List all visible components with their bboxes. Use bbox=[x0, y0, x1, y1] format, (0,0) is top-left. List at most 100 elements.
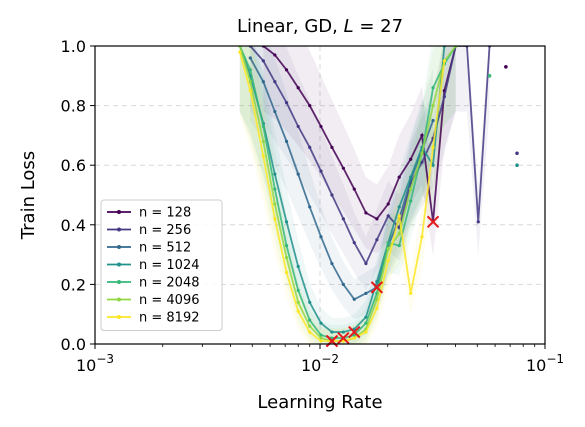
legend: n = 128 n = 256 n = 512 n = 1024 n = 2048 n =… bbox=[100, 199, 223, 331]
data-point bbox=[273, 109, 277, 114]
data-point bbox=[386, 241, 390, 245]
data-point bbox=[397, 175, 401, 179]
data-point bbox=[284, 220, 289, 224]
legend-entry: n = 512 bbox=[107, 241, 191, 256]
data-point bbox=[308, 324, 312, 328]
data-point bbox=[248, 56, 252, 60]
data-point bbox=[341, 217, 345, 221]
data-point bbox=[386, 214, 390, 218]
data-point bbox=[420, 160, 424, 164]
data-point bbox=[284, 244, 289, 248]
legend-entry: n = 4096 bbox=[107, 293, 199, 308]
series-band bbox=[239, 46, 445, 344]
data-point bbox=[504, 65, 508, 69]
y-tick-label: 0.2 bbox=[61, 275, 86, 294]
min-marker bbox=[426, 215, 440, 229]
legend-entry: n = 256 bbox=[107, 223, 191, 238]
data-point bbox=[420, 151, 424, 155]
data-point bbox=[319, 336, 323, 340]
data-point bbox=[431, 104, 435, 108]
data-point bbox=[261, 124, 265, 129]
data-point bbox=[296, 288, 300, 292]
min-marker-stroke bbox=[370, 281, 384, 294]
data-point bbox=[352, 187, 356, 191]
y-tick-label: 0.8 bbox=[61, 97, 86, 116]
data-point bbox=[296, 172, 300, 176]
data-point bbox=[308, 318, 312, 322]
data-point bbox=[296, 86, 300, 90]
data-point bbox=[261, 80, 265, 84]
data-point bbox=[386, 247, 390, 251]
data-point bbox=[397, 244, 401, 248]
data-point bbox=[515, 151, 519, 156]
data-point bbox=[273, 202, 277, 206]
data-point bbox=[238, 50, 242, 54]
min-marker-stroke bbox=[348, 325, 361, 339]
data-point bbox=[431, 86, 435, 90]
data-point bbox=[431, 145, 435, 149]
legend-swatch-marker bbox=[117, 262, 121, 267]
data-point bbox=[296, 309, 300, 313]
data-point bbox=[364, 321, 368, 325]
data-point bbox=[341, 330, 345, 334]
data-point bbox=[409, 187, 413, 191]
data-point bbox=[273, 53, 277, 57]
min-marker bbox=[337, 331, 350, 345]
data-point bbox=[308, 205, 312, 209]
data-point bbox=[409, 175, 413, 179]
data-point bbox=[442, 59, 446, 63]
legend-swatch-marker bbox=[117, 297, 121, 302]
data-point bbox=[375, 217, 379, 221]
data-point bbox=[319, 124, 323, 129]
x-tick-label: 10−3 bbox=[76, 352, 114, 375]
min-marker-stroke bbox=[325, 334, 339, 348]
data-point bbox=[248, 68, 252, 72]
data-point bbox=[409, 157, 413, 161]
legend-label: n = 1024 bbox=[139, 258, 199, 273]
data-point bbox=[409, 291, 413, 295]
data-point bbox=[319, 235, 323, 239]
legend-swatch-marker bbox=[117, 315, 121, 319]
y-tick-label: 0.0 bbox=[61, 335, 86, 354]
data-point bbox=[420, 133, 424, 137]
data-point bbox=[397, 205, 401, 209]
data-point bbox=[308, 330, 312, 334]
data-point bbox=[515, 163, 519, 167]
legend-swatch-marker bbox=[117, 245, 121, 249]
y-axis-label: Train Loss bbox=[18, 151, 39, 240]
data-point bbox=[375, 306, 379, 310]
data-point bbox=[284, 68, 289, 72]
data-point bbox=[308, 145, 312, 149]
data-point bbox=[261, 139, 265, 143]
y-tick-label: 0.6 bbox=[61, 156, 86, 175]
data-point bbox=[386, 258, 390, 263]
data-point bbox=[319, 169, 323, 173]
data-point bbox=[409, 199, 413, 203]
data-point bbox=[273, 187, 277, 191]
legend-label: n = 2048 bbox=[139, 276, 199, 291]
data-point bbox=[330, 330, 334, 334]
legend-label: n = 256 bbox=[139, 223, 191, 238]
data-point bbox=[261, 154, 265, 158]
series-band bbox=[239, 46, 456, 344]
data-point bbox=[296, 300, 300, 304]
data-point bbox=[308, 300, 312, 304]
legend-entry: n = 8192 bbox=[107, 311, 199, 326]
data-point bbox=[364, 291, 368, 295]
data-point bbox=[375, 279, 379, 284]
data-point bbox=[364, 330, 368, 334]
data-point bbox=[319, 339, 323, 343]
data-point bbox=[284, 270, 289, 275]
data-point bbox=[397, 232, 401, 236]
legend-swatch-marker bbox=[117, 280, 121, 284]
data-point bbox=[273, 172, 277, 176]
data-point bbox=[341, 166, 345, 170]
data-point bbox=[248, 89, 252, 93]
data-point bbox=[476, 220, 480, 224]
series-line bbox=[249, 46, 491, 266]
legend-entry: n = 128 bbox=[107, 206, 191, 221]
legend-label: n = 512 bbox=[139, 241, 191, 256]
y-tick-label: 0.4 bbox=[61, 216, 86, 235]
data-point bbox=[442, 95, 446, 99]
